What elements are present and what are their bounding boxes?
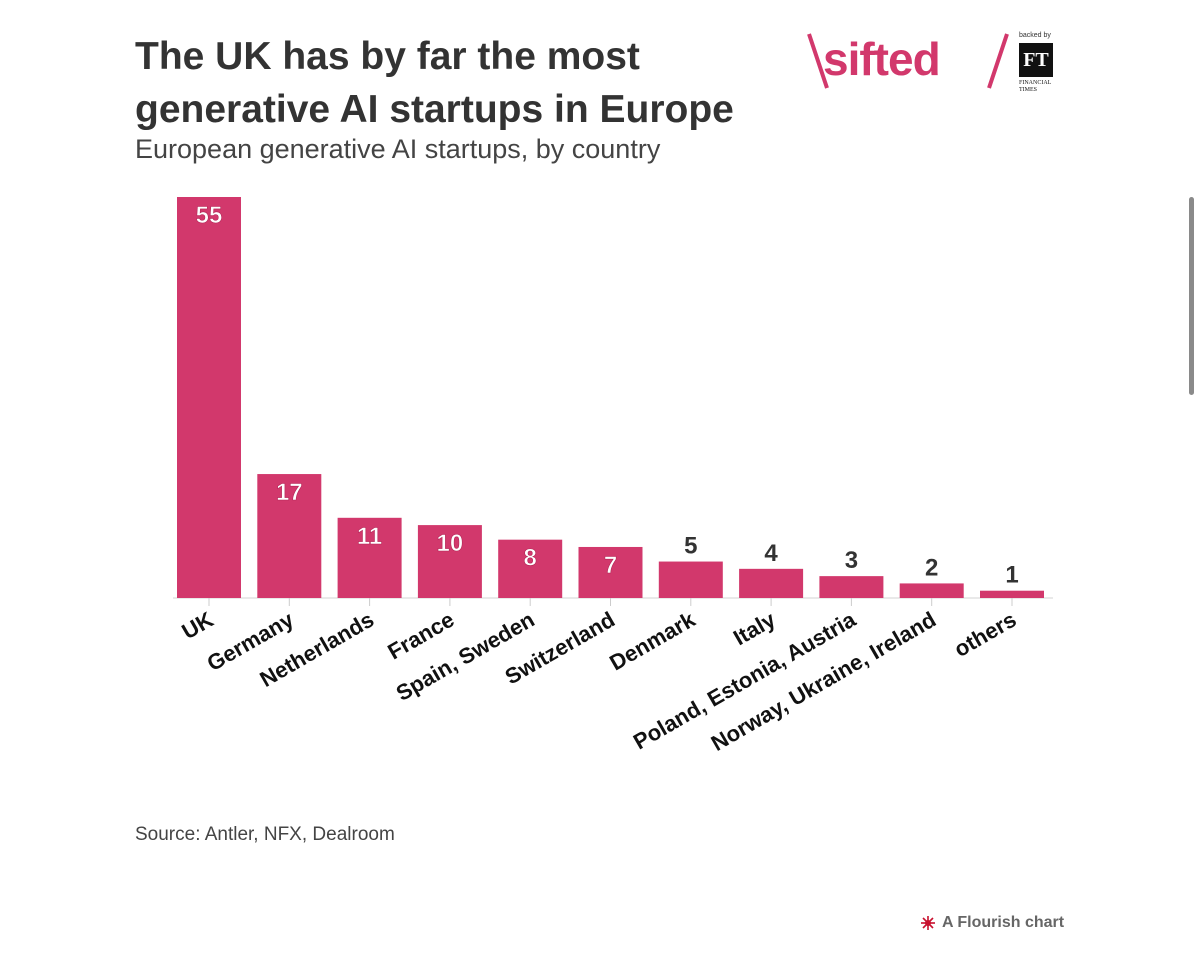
bar[interactable] xyxy=(498,539,563,598)
data-label: 2 xyxy=(925,554,938,581)
source-note: Source: Antler, NFX, Dealroom xyxy=(135,824,395,845)
ft-logo: FT xyxy=(1019,43,1053,77)
data-label: 7 xyxy=(604,552,617,579)
data-label: 1 xyxy=(1005,562,1018,589)
data-label: 4 xyxy=(764,540,778,567)
data-label: 10 xyxy=(437,530,464,557)
data-label: 5 xyxy=(684,533,697,560)
bar[interactable] xyxy=(177,197,241,598)
data-label: 17 xyxy=(276,479,303,506)
chart-subtitle: European generative AI startups, by coun… xyxy=(135,134,661,164)
sifted-logo[interactable]: sifted backed by FT FINANCIAL TIMES xyxy=(805,30,1065,100)
logo-slash-icon xyxy=(987,33,1009,89)
bar[interactable] xyxy=(257,474,322,598)
x-tick-label: Italy xyxy=(729,606,780,650)
bar[interactable] xyxy=(819,576,884,598)
bar[interactable] xyxy=(739,568,804,598)
data-label: 55 xyxy=(196,202,223,229)
flourish-burst-icon xyxy=(921,916,935,930)
bar[interactable] xyxy=(980,590,1044,598)
x-tick-label: Denmark xyxy=(605,606,700,675)
data-label: 3 xyxy=(845,547,858,574)
chart-title: The UK has by far the most generative AI… xyxy=(135,35,734,131)
bar[interactable] xyxy=(578,546,643,598)
bar[interactable] xyxy=(899,583,964,598)
x-tick-label: others xyxy=(950,607,1021,662)
bar[interactable] xyxy=(417,525,482,598)
data-label: 11 xyxy=(357,523,382,550)
sifted-wordmark: sifted xyxy=(823,33,941,85)
logo-backslash-icon xyxy=(807,33,829,89)
flourish-credit[interactable]: A Flourish chart xyxy=(920,914,1064,932)
x-tick-label: UK xyxy=(177,607,217,645)
backed-by-label: backed by xyxy=(1019,32,1051,39)
data-label: 8 xyxy=(524,545,537,572)
x-tick-label: Spain, Sweden xyxy=(392,607,539,706)
ft-name: FINANCIAL TIMES xyxy=(1019,80,1052,93)
bar[interactable] xyxy=(658,561,723,598)
bar-chart: 55UK17Germany11Netherlands10France8Spain… xyxy=(173,197,1053,756)
flourish-credit-text: A Flourish chart xyxy=(942,914,1065,931)
page-scrollbar[interactable] xyxy=(1189,197,1194,395)
bar[interactable] xyxy=(337,517,402,598)
